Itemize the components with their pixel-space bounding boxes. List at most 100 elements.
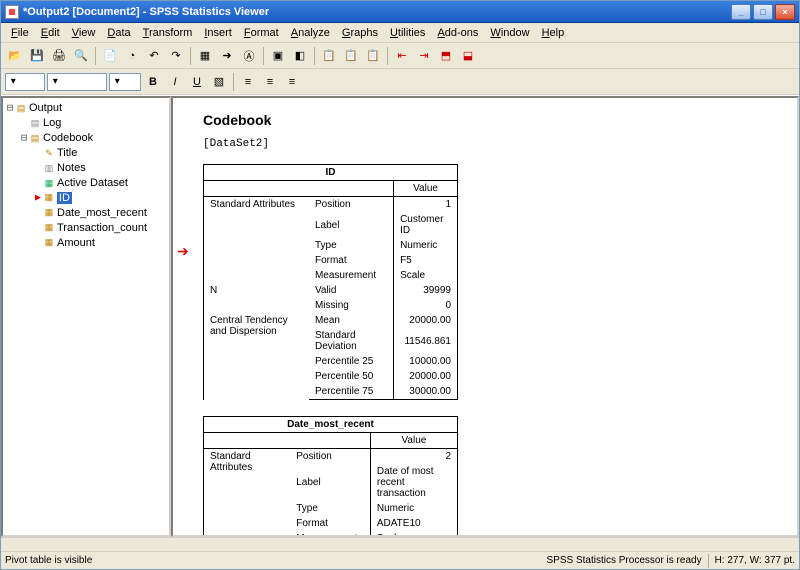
- table-icon: ▦: [43, 192, 55, 204]
- insert-heading-icon[interactable]: 📋: [319, 46, 339, 66]
- attr-name: Format: [309, 253, 394, 268]
- output-content-pane[interactable]: Codebook [DataSet2] ➔ IDValueStandard At…: [171, 96, 799, 537]
- attr-name: Type: [290, 501, 370, 516]
- align-left-icon[interactable]: ≡: [238, 72, 258, 92]
- dataset-icon: ▦: [43, 178, 55, 190]
- maximize-button[interactable]: □: [753, 4, 773, 20]
- menu-data[interactable]: Data: [101, 25, 136, 41]
- attr-value: ADATE10: [370, 516, 457, 531]
- font-combo[interactable]: ▾: [47, 73, 107, 91]
- attr-value: Scale: [394, 268, 458, 283]
- outline-tree-pane[interactable]: ⊟▤Output ▤Log ⊟▤Codebook ✎Title ▥Notes ▦…: [1, 96, 171, 537]
- attr-name: Percentile 25: [309, 354, 394, 369]
- hide-icon[interactable]: ⬓: [458, 46, 478, 66]
- minimize-button[interactable]: _: [731, 4, 751, 20]
- redo-icon[interactable]: ↷: [166, 46, 186, 66]
- menu-window[interactable]: Window: [484, 25, 535, 41]
- italic-icon[interactable]: I: [165, 72, 185, 92]
- export-icon[interactable]: 📄: [100, 46, 120, 66]
- underline-icon[interactable]: U: [187, 72, 207, 92]
- menu-help[interactable]: Help: [536, 25, 571, 41]
- tree-item-transaction[interactable]: ▦Transaction_count: [33, 220, 167, 235]
- attr-name: Percentile 50: [309, 369, 394, 384]
- titlebar: ▦ *Output2 [Document2] - SPSS Statistics…: [1, 1, 799, 23]
- save-icon[interactable]: 💾: [27, 46, 47, 66]
- attr-name: Standard Deviation: [309, 328, 394, 354]
- attr-value: 10000.00: [394, 354, 458, 369]
- attr-value: 0: [394, 298, 458, 313]
- attr-value: 11546.861: [394, 328, 458, 354]
- tree-item-amount[interactable]: ▦Amount: [33, 235, 167, 250]
- insert-text-icon[interactable]: 📋: [363, 46, 383, 66]
- folder-icon: ▤: [29, 132, 41, 144]
- print-icon[interactable]: 🖨: [49, 46, 69, 66]
- undo-icon[interactable]: ↶: [144, 46, 164, 66]
- menu-graphs[interactable]: Graphs: [336, 25, 384, 41]
- color-icon[interactable]: ▧: [209, 72, 229, 92]
- bold-icon[interactable]: B: [143, 72, 163, 92]
- tree-root-output[interactable]: ⊟▤Output: [5, 100, 167, 115]
- attr-name: Missing: [309, 298, 394, 313]
- tree-item-title[interactable]: ✎Title: [33, 145, 167, 160]
- menu-utilities[interactable]: Utilities: [384, 25, 431, 41]
- show-icon[interactable]: ⬒: [436, 46, 456, 66]
- print-preview-icon[interactable]: 🔍: [71, 46, 91, 66]
- tree-item-active-dataset[interactable]: ▦Active Dataset: [33, 175, 167, 190]
- empty-header: [204, 181, 394, 197]
- goto-data-icon[interactable]: ▦: [195, 46, 215, 66]
- menu-insert[interactable]: Insert: [198, 25, 238, 41]
- recall-icon[interactable]: ◔: [122, 46, 142, 66]
- dataset-label: [DataSet2]: [203, 138, 777, 150]
- tree-item-id[interactable]: ►▦ID: [33, 191, 167, 205]
- horizontal-scrollbar[interactable]: [1, 537, 799, 551]
- tree-item-notes[interactable]: ▥Notes: [33, 160, 167, 175]
- status-dimensions: H: 277, W: 377 pt.: [715, 555, 795, 566]
- tree-item-codebook[interactable]: ⊟▤Codebook: [19, 130, 167, 145]
- menu-analyze[interactable]: Analyze: [285, 25, 336, 41]
- select-last-icon[interactable]: ▣: [268, 46, 288, 66]
- style-combo[interactable]: ▾: [5, 73, 45, 91]
- codebook-table[interactable]: IDValueStandard AttributesPosition1Label…: [203, 164, 458, 400]
- log-icon: ▤: [29, 117, 41, 129]
- collapse-toggle-icon[interactable]: ⊟: [5, 101, 15, 114]
- group-name: N: [204, 283, 309, 313]
- align-center-icon[interactable]: ≡: [260, 72, 280, 92]
- tree-item-log[interactable]: ▤Log: [19, 115, 167, 130]
- toolbar-main: 📂 💾 🖨 🔍 📄 ◔ ↶ ↷ ▦ ➜ Ⓐ ▣ ◧ 📋 📋 📋 ⇤ ⇥ ⬒ ⬓: [1, 43, 799, 69]
- menu-edit[interactable]: Edit: [35, 25, 66, 41]
- group-name: Central Tendency and Dispersion: [204, 313, 309, 400]
- table-icon: ▦: [43, 207, 55, 219]
- open-icon[interactable]: 📂: [5, 46, 25, 66]
- collapse-toggle-icon[interactable]: ⊟: [19, 131, 29, 144]
- value-header: Value: [370, 433, 457, 449]
- insert-title-icon[interactable]: 📋: [341, 46, 361, 66]
- window-buttons: _ □ ×: [731, 4, 795, 20]
- menu-file[interactable]: File: [5, 25, 35, 41]
- attr-value: 20000.00: [394, 313, 458, 328]
- attr-name: Label: [290, 464, 370, 501]
- expand-icon[interactable]: ⇥: [414, 46, 434, 66]
- variables-icon[interactable]: Ⓐ: [239, 46, 259, 66]
- value-header: Value: [394, 181, 458, 197]
- attr-value: Numeric: [394, 238, 458, 253]
- goto-case-icon[interactable]: ➜: [217, 46, 237, 66]
- collapse-icon[interactable]: ⇤: [392, 46, 412, 66]
- toolbar-secondary: ▾ ▾ ▾ B I U ▧ ≡ ≡ ≡: [1, 69, 799, 95]
- align-right-icon[interactable]: ≡: [282, 72, 302, 92]
- size-combo[interactable]: ▾: [109, 73, 141, 91]
- var-name: Date_most_recent: [204, 417, 458, 433]
- attr-value: Scale: [370, 531, 457, 537]
- tree-label: Title: [57, 147, 77, 159]
- tree-item-date[interactable]: ▦Date_most_recent: [33, 205, 167, 220]
- codebook-table[interactable]: Date_most_recentValueStandard Attributes…: [203, 416, 458, 537]
- menu-view[interactable]: View: [66, 25, 102, 41]
- tree-label: Output: [29, 102, 62, 114]
- designate-icon[interactable]: ◧: [290, 46, 310, 66]
- menu-add-ons[interactable]: Add-ons: [431, 25, 484, 41]
- close-button[interactable]: ×: [775, 4, 795, 20]
- attr-name: Measurement: [309, 268, 394, 283]
- output-icon: ▤: [15, 102, 27, 114]
- menu-transform[interactable]: Transform: [137, 25, 199, 41]
- attr-name: Label: [309, 212, 394, 238]
- menu-format[interactable]: Format: [238, 25, 285, 41]
